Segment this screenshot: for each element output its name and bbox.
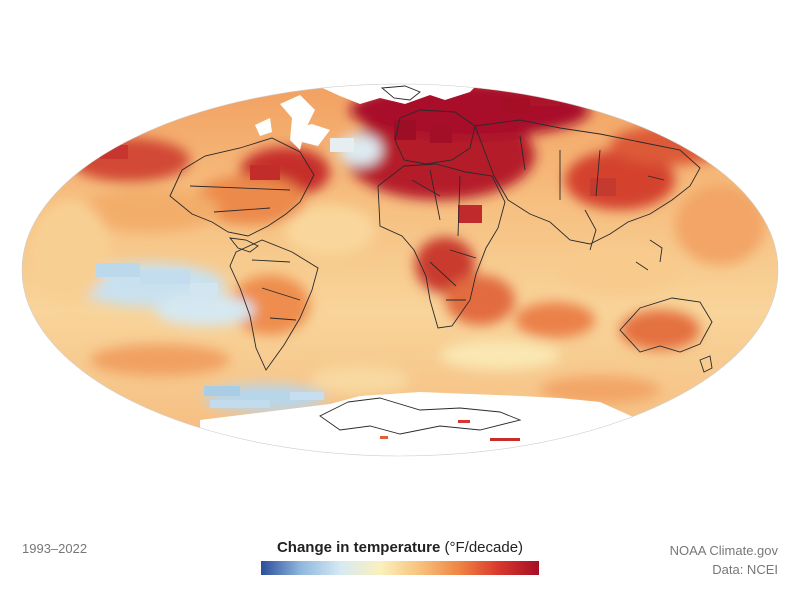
credit-label: NOAA Climate.gov xyxy=(669,543,778,558)
time-period-label: 1993–2022 xyxy=(22,541,88,556)
color-legend: Change in temperature (°F/decade) xyxy=(261,539,539,580)
world-temperature-map xyxy=(21,83,779,457)
map-canvas xyxy=(21,83,779,457)
map-body xyxy=(22,84,778,456)
map-outline xyxy=(21,83,779,457)
legend-gradient-rect xyxy=(261,561,539,575)
credit-block: NOAA Climate.gov Data: NCEI xyxy=(670,541,778,579)
antarctic-cells xyxy=(380,420,520,441)
country-borders xyxy=(169,85,713,435)
legend-title: Change in temperature (°F/decade) xyxy=(261,539,539,556)
grid-cells xyxy=(96,92,616,408)
legend-units: (°F/decade) xyxy=(444,539,524,556)
legend-color-bar xyxy=(261,561,539,575)
data-source-label: Data: NCEI xyxy=(712,562,778,577)
legend-title-text: Change in temperature xyxy=(276,539,441,556)
